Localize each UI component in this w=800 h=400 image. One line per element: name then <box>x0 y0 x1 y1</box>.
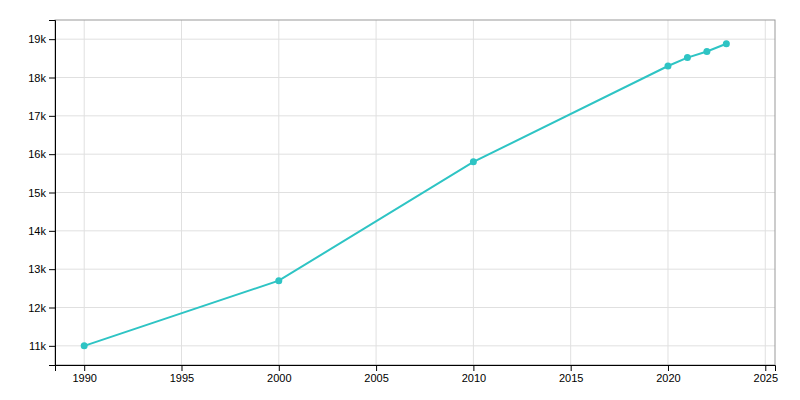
x-tick-mark <box>279 365 280 371</box>
grid-line-y <box>55 307 775 308</box>
grid-line-y <box>55 269 775 270</box>
point <box>275 277 282 284</box>
point <box>470 158 477 165</box>
y-tick-mark <box>49 346 55 347</box>
x-tick-mark <box>765 365 766 371</box>
x-tick: 2025 <box>754 365 778 384</box>
y-tick: 13k <box>28 263 55 275</box>
x-tick: 2010 <box>462 365 486 384</box>
x-tick: 2020 <box>656 365 680 384</box>
x-tick: 2015 <box>559 365 583 384</box>
x-tick-mark <box>84 365 85 371</box>
y-tick-label: 12k <box>28 302 46 314</box>
y-tick-mark <box>49 193 55 194</box>
x-tick-mark <box>668 365 669 371</box>
x-tick-mark <box>473 365 474 371</box>
y-tick-label: 14k <box>28 225 46 237</box>
x-tick-label: 2010 <box>462 372 486 384</box>
x-tick-label: 2000 <box>267 372 291 384</box>
y-tick-mark <box>49 269 55 270</box>
x-tick-mark <box>181 365 182 371</box>
y-tick-mark <box>49 116 55 117</box>
line <box>84 44 726 346</box>
point <box>723 40 730 47</box>
grid-line-y <box>55 115 775 116</box>
grid-line-y <box>55 192 775 193</box>
y-tick-label: 19k <box>28 33 46 45</box>
plot-frame <box>55 20 775 365</box>
y-tick-label: 15k <box>28 187 46 199</box>
x-axis: 1990 1995 2000 2005 2010 2015 2020 2025 <box>56 365 779 384</box>
y-tick-label: 11k <box>29 340 46 352</box>
y-tick-mark <box>49 154 55 155</box>
y-axis: 11k 12k 13k 14k 15k 16k 17k 18k 19k <box>28 21 55 366</box>
plot-area: 1990 1995 2000 2005 2010 2015 2020 2025 11k 12k 13… <box>28 20 778 384</box>
x-tick: 1990 <box>72 365 96 384</box>
x-tick: 2000 <box>267 365 291 384</box>
grid-line-y <box>55 345 775 346</box>
y-tick-label: 13k <box>28 263 46 275</box>
y-tick-label: 17k <box>28 110 46 122</box>
x-tick-label: 1990 <box>72 372 96 384</box>
y-axis-line <box>49 21 56 366</box>
y-tick: 14k <box>28 225 55 237</box>
y-tick-mark <box>49 78 55 79</box>
grid <box>55 20 775 365</box>
x-tick: 2005 <box>364 365 388 384</box>
point <box>664 63 671 70</box>
x-tick-label: 2025 <box>754 372 778 384</box>
x-tick-mark <box>376 365 377 371</box>
y-tick: 15k <box>28 187 55 199</box>
grid-line-y <box>55 39 775 40</box>
x-tick: 1995 <box>170 365 194 384</box>
point <box>684 54 691 61</box>
y-tick-mark <box>49 231 55 232</box>
y-tick: 17k <box>28 110 55 122</box>
data-marks <box>81 40 730 349</box>
x-tick-label: 2005 <box>364 372 388 384</box>
x-tick-label: 2020 <box>656 372 680 384</box>
grid-line-y <box>55 77 775 78</box>
y-tick-label: 16k <box>28 148 46 160</box>
y-tick: 12k <box>28 302 55 314</box>
grid-line-y <box>55 154 775 155</box>
x-axis-line <box>56 366 776 372</box>
x-tick-mark <box>571 365 572 371</box>
grid-line-y <box>55 230 775 231</box>
y-tick-mark <box>49 39 55 40</box>
chart: 1990 1995 2000 2005 2010 2015 2020 2025 11k 12k 13… <box>0 0 800 400</box>
x-tick-label: 1995 <box>170 372 194 384</box>
y-tick: 19k <box>28 33 55 45</box>
x-tick-label: 2015 <box>559 372 583 384</box>
point <box>81 342 88 349</box>
y-tick-mark <box>49 308 55 309</box>
y-tick: 18k <box>28 72 55 84</box>
y-tick-label: 18k <box>28 72 46 84</box>
y-tick: 16k <box>28 148 55 160</box>
point <box>703 48 710 55</box>
y-tick: 11k <box>29 340 55 352</box>
